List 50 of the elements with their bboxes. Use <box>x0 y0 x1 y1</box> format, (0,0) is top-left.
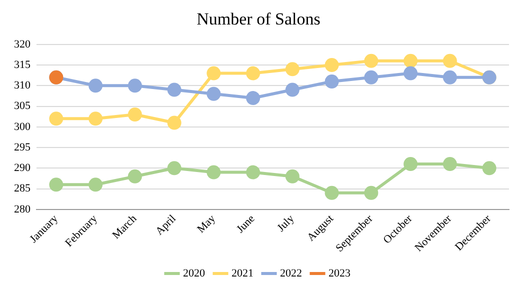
point <box>364 54 378 68</box>
point <box>442 54 457 68</box>
point <box>404 157 418 172</box>
point <box>167 116 182 130</box>
y-tick-label: 310 <box>14 80 31 92</box>
legend-label: 2020 <box>183 267 206 280</box>
point <box>88 78 103 93</box>
point <box>88 178 103 192</box>
y-tick-label: 280 <box>14 203 31 216</box>
y-tick-label: 295 <box>14 141 31 154</box>
point <box>246 165 260 180</box>
legend-label: 2022 <box>280 267 302 280</box>
point <box>88 112 103 126</box>
point <box>128 78 142 93</box>
point <box>285 82 300 97</box>
y-tick-label: 320 <box>14 38 31 50</box>
chart-title: Number of Salons <box>196 10 320 29</box>
y-tick-label: 285 <box>14 182 31 195</box>
point <box>324 186 339 200</box>
point <box>49 178 64 192</box>
point <box>285 62 300 76</box>
point <box>206 66 221 80</box>
point <box>404 54 418 68</box>
point <box>324 58 339 72</box>
legend-label: 2023 <box>328 267 351 280</box>
x-tick-label: May <box>195 212 218 236</box>
y-tick-label: 305 <box>14 100 31 112</box>
point <box>128 108 142 122</box>
point <box>442 157 457 172</box>
point <box>167 161 182 176</box>
y-tick-label: 300 <box>14 120 31 133</box>
point <box>49 112 64 126</box>
point <box>364 70 378 84</box>
point <box>167 82 182 97</box>
point <box>246 66 260 80</box>
point <box>206 165 221 180</box>
point <box>442 70 457 84</box>
point <box>206 86 221 101</box>
y-tick-label: 290 <box>14 162 31 174</box>
legend-label: 2021 <box>232 267 254 280</box>
point <box>246 91 260 106</box>
point <box>364 186 378 200</box>
y-tick-label: 315 <box>14 58 31 71</box>
point <box>128 169 142 184</box>
point <box>482 161 496 176</box>
x-tick-label: July <box>275 212 297 234</box>
point <box>324 74 339 89</box>
x-tick-label: June <box>234 212 258 236</box>
point <box>404 66 418 80</box>
point <box>285 169 300 184</box>
